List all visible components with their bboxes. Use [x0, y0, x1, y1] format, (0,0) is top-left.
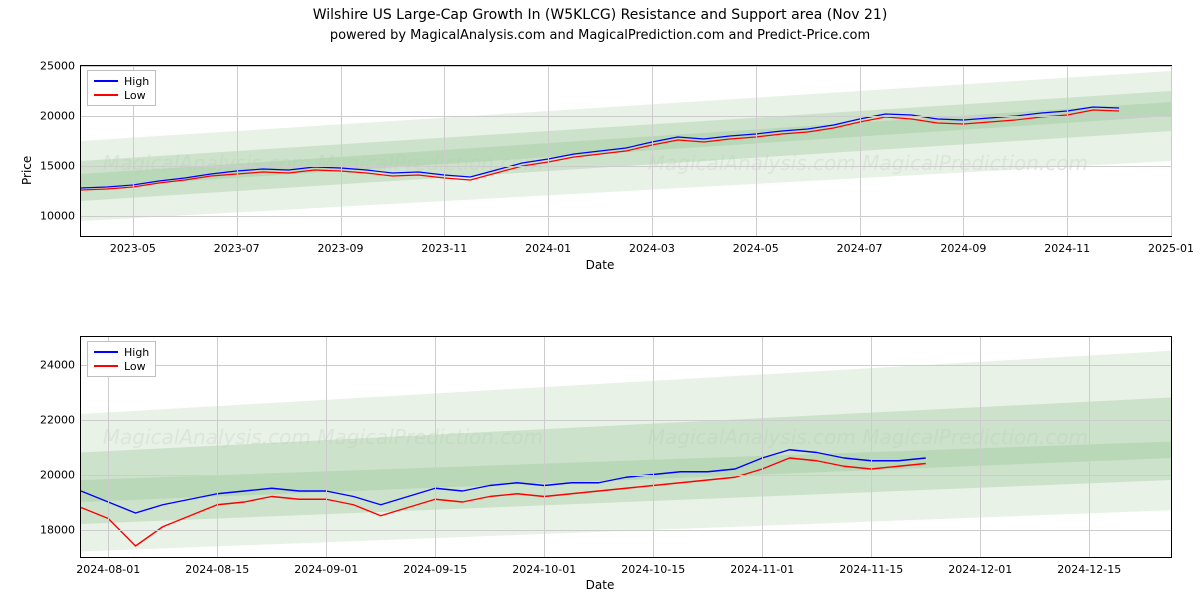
legend-label: Low [124, 89, 146, 102]
legend-swatch [94, 94, 118, 96]
x-tick-label: 2024-01 [525, 242, 571, 255]
y-tick-label: 20000 [40, 110, 75, 123]
x-tick-label: 2024-07 [837, 242, 883, 255]
chart-panel-top: High Low MagicalAnalysis.com MagicalPred… [80, 65, 1172, 237]
chart-subtitle: powered by MagicalAnalysis.com and Magic… [0, 27, 1200, 45]
x-tick-label: 2024-08-01 [76, 563, 140, 576]
y-tick-label: 10000 [40, 210, 75, 223]
y-axis-label: Price [20, 169, 34, 185]
chart-title: Wilshire US Large-Cap Growth In (W5KLCG)… [0, 6, 1200, 25]
legend-label: High [124, 346, 149, 359]
x-tick-label: 2024-12-15 [1057, 563, 1121, 576]
x-tick-label: 2023-05 [110, 242, 156, 255]
y-tick-label: 25000 [40, 60, 75, 73]
x-tick-label: 2024-09-01 [294, 563, 358, 576]
x-axis-label: Date [0, 258, 1200, 272]
x-tick-label: 2024-12-01 [948, 563, 1012, 576]
x-tick-label: 2023-11 [421, 242, 467, 255]
y-tick-label: 24000 [40, 358, 75, 371]
legend-label: High [124, 75, 149, 88]
x-tick-label: 2024-09-15 [403, 563, 467, 576]
legend: High Low [87, 341, 156, 377]
x-tick-label: 2024-05 [733, 242, 779, 255]
legend-item-low: Low [94, 88, 149, 102]
x-tick-label: 2024-11 [1044, 242, 1090, 255]
x-tick-label: 2024-08-15 [185, 563, 249, 576]
y-tick-label: 22000 [40, 413, 75, 426]
x-tick-label: 2024-10-01 [512, 563, 576, 576]
chart-svg [81, 337, 1171, 557]
x-tick-label: 2024-10-15 [621, 563, 685, 576]
legend-swatch [94, 80, 118, 82]
chart-panel-bottom: High Low MagicalAnalysis.com MagicalPred… [80, 336, 1172, 558]
y-tick-label: 15000 [40, 160, 75, 173]
x-tick-label: 2024-11-01 [730, 563, 794, 576]
x-axis-label: Date [0, 578, 1200, 592]
x-tick-label: 2025-01 [1148, 242, 1194, 255]
y-tick-label: 18000 [40, 523, 75, 536]
legend-swatch [94, 365, 118, 367]
legend-swatch [94, 351, 118, 353]
legend: High Low [87, 70, 156, 106]
legend-label: Low [124, 360, 146, 373]
legend-item-high: High [94, 345, 149, 359]
legend-item-low: Low [94, 359, 149, 373]
x-tick-label: 2024-03 [629, 242, 675, 255]
legend-item-high: High [94, 74, 149, 88]
y-tick-label: 20000 [40, 468, 75, 481]
chart-svg [81, 66, 1171, 236]
x-tick-label: 2024-11-15 [839, 563, 903, 576]
x-tick-label: 2023-07 [214, 242, 260, 255]
x-tick-label: 2024-09 [940, 242, 986, 255]
x-tick-label: 2023-09 [318, 242, 364, 255]
